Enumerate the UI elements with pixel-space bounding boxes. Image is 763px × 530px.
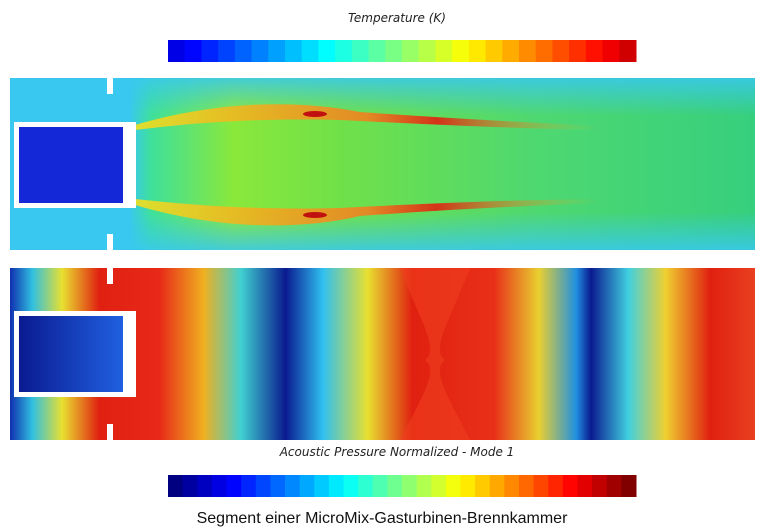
colorbar-swatch [534,475,549,497]
colorbar-swatch [621,475,636,497]
colorbar-swatch [490,475,505,497]
colorbar-swatch [185,40,202,62]
colorbar-swatch [417,475,432,497]
colorbar-swatch [268,40,285,62]
colorbar-swatch [285,40,302,62]
colorbar-swatch [369,40,386,62]
colorbar-swatch [373,475,388,497]
colorbar-swatch [461,475,476,497]
colorbar-swatch [314,475,329,497]
caption: Segment einer MicroMix-Gasturbinen-Brenn… [197,510,568,527]
colorbar-swatch [592,475,607,497]
colorbar-swatch [335,40,352,62]
temperature-field [10,78,755,250]
colorbar-swatch [318,40,335,62]
colorbar-swatch [385,40,402,62]
colorbar-swatch [270,475,285,497]
colorbar-swatch [201,40,218,62]
colorbar-swatch [475,475,490,497]
colorbar-swatch [548,475,563,497]
colorbar-swatch [387,475,402,497]
colorbar-swatch [619,40,636,62]
colorbar-swatch [235,40,252,62]
colorbar-swatch [402,40,419,62]
colorbar-swatch [227,475,242,497]
colorbar-swatch [607,475,622,497]
colorbar-swatch [504,475,519,497]
temperature-title: Temperature (K) [348,11,446,25]
colorbar-swatch [252,40,269,62]
colorbar-swatch [586,40,603,62]
colorbar-swatch [419,40,436,62]
colorbar-swatch [446,475,461,497]
colorbar-swatch [469,40,486,62]
acoustic-field [10,268,755,440]
colorbar-swatch [344,475,359,497]
colorbar-swatch [168,40,185,62]
acoustic-title: Acoustic Pressure Normalized - Mode 1 [279,445,515,459]
colorbar-swatch [241,475,256,497]
temperature-colorbar [168,40,637,62]
figure: Temperature (K) Acoustic Pressure Normal… [0,0,763,530]
colorbar-swatch [552,40,569,62]
colorbar-swatch [256,475,271,497]
colorbar-swatch [603,40,620,62]
colorbar-swatch [329,475,344,497]
colorbar-swatch [578,475,593,497]
colorbar-swatch [168,475,183,497]
colorbar-swatch [302,40,319,62]
colorbar-swatch [212,475,227,497]
page: Temperature (K) Acoustic Pressure Normal… [0,0,763,530]
colorbar-swatch [218,40,235,62]
colorbar-swatch [486,40,503,62]
colorbar-swatch [197,475,212,497]
colorbar-swatch [519,475,534,497]
colorbar-swatch [569,40,586,62]
acoustic-colorbar [168,475,637,497]
colorbar-swatch [452,40,469,62]
colorbar-swatch [285,475,300,497]
colorbar-swatch [352,40,369,62]
colorbar-swatch [358,475,373,497]
colorbar-swatch [402,475,417,497]
colorbar-swatch [431,475,446,497]
colorbar-swatch [435,40,452,62]
colorbar-swatch [300,475,315,497]
colorbar-swatch [563,475,578,497]
colorbar-swatch [502,40,519,62]
colorbar-swatch [519,40,536,62]
colorbar-swatch [536,40,553,62]
colorbar-swatch [183,475,198,497]
